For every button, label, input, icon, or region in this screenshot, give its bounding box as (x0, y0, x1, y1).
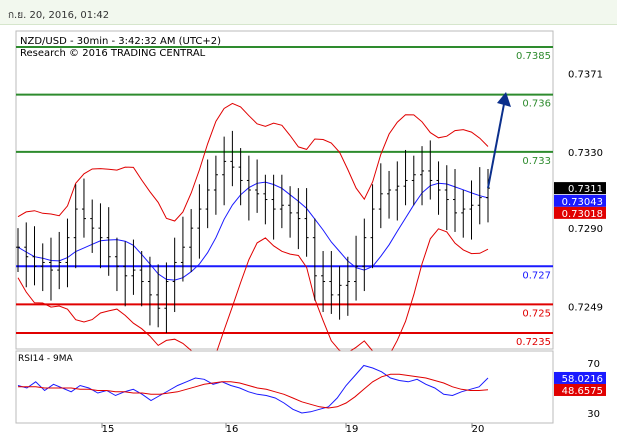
level-label: 0.725 (522, 308, 551, 319)
level-label: 0.7385 (516, 51, 551, 62)
timestamp: ก.ย. 20, 2016, 01:42 (8, 10, 110, 21)
rsi-y-tick: 70 (587, 359, 600, 370)
rsi-ma-line (18, 373, 489, 409)
rsi-tag (554, 371, 606, 384)
forecast-arrow (487, 92, 511, 189)
x-tick-label: 19 (346, 424, 359, 435)
price-tag-label: 0.73018 (562, 209, 603, 220)
rsi-panel (15, 350, 554, 424)
rsi-tag (554, 383, 606, 396)
x-tick-label: 20 (472, 424, 485, 435)
rsi-title: RSI14 - 9MA (18, 354, 74, 364)
rsi-y-tick: 30 (587, 409, 600, 420)
price-tag-label: 0.73043 (562, 197, 603, 208)
chart-subtitle: Research © 2016 TRADING CENTRAL (20, 48, 206, 59)
moving-average (17, 181, 489, 281)
bollinger-lower (17, 228, 489, 363)
rsi-tag-label: 48.6575 (562, 386, 603, 397)
chart-title: NZD/USD - 30min - 3:42:32 AM (UTC+2) (20, 36, 221, 47)
y-tick-label: 0.7290 (568, 224, 603, 235)
price-tag (554, 182, 606, 195)
price-tag-label: 0.7311 (568, 184, 603, 195)
rsi-line (17, 364, 489, 414)
x-tick-label: 16 (226, 424, 239, 435)
level-label: 0.733 (522, 156, 551, 167)
rsi-tag-label: 58.0216 (562, 374, 603, 385)
level-label: 0.727 (522, 270, 551, 281)
y-tick-label: 0.7249 (568, 302, 603, 313)
bollinger-upper (17, 102, 489, 222)
price-tag (554, 206, 606, 219)
y-tick-label: 0.7330 (568, 148, 603, 159)
level-label: 0.736 (522, 99, 551, 110)
price-tag (554, 194, 606, 207)
header-bar: ก.ย. 20, 2016, 01:42 (0, 0, 617, 25)
level-label: 0.7235 (516, 337, 551, 348)
x-tick-label: 15 (102, 424, 115, 435)
y-tick-label: 0.7371 (568, 70, 603, 81)
